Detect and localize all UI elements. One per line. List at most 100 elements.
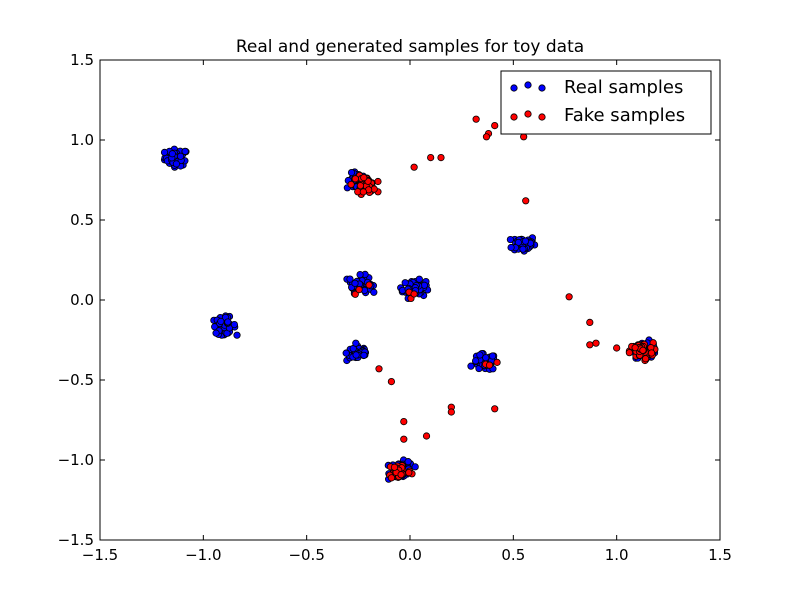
fake-sample-point bbox=[351, 175, 359, 183]
real-sample-point bbox=[404, 458, 412, 466]
y-tick-label: −1.0 bbox=[58, 451, 94, 469]
fake-sample-point bbox=[482, 133, 491, 141]
real-sample-point bbox=[342, 349, 350, 357]
legend-marker-real bbox=[538, 84, 546, 92]
fake-sample-point bbox=[647, 349, 656, 357]
real-sample-point bbox=[172, 160, 180, 168]
fake-sample-point bbox=[410, 290, 418, 298]
fake-sample-point bbox=[586, 341, 594, 349]
real-sample-point bbox=[360, 351, 368, 359]
fake-sample-point bbox=[625, 349, 633, 357]
fake-sample-point bbox=[365, 281, 373, 289]
legend-frame bbox=[500, 70, 712, 135]
fake-sample-point bbox=[491, 405, 499, 413]
fake-sample-point bbox=[493, 358, 501, 366]
fake-sample-point bbox=[356, 182, 365, 190]
fake-sample-point bbox=[359, 188, 367, 196]
real-sample-point bbox=[401, 279, 409, 287]
x-tick-label: 1.5 bbox=[708, 546, 732, 564]
fake-sample-point bbox=[592, 339, 600, 347]
fake-sample-point bbox=[410, 163, 418, 171]
fake-sample-point bbox=[427, 154, 435, 162]
real-sample-point bbox=[370, 288, 378, 296]
fake-sample-point bbox=[374, 177, 382, 186]
real-sample-point bbox=[506, 235, 514, 244]
real-sample-point bbox=[415, 275, 423, 283]
points-layer bbox=[160, 115, 659, 483]
fake-sample-point bbox=[613, 344, 621, 352]
real-sample-point bbox=[352, 351, 360, 359]
fake-sample-point bbox=[397, 471, 405, 479]
chart-title: Real and generated samples for toy data bbox=[236, 37, 584, 57]
real-sample-point bbox=[521, 237, 530, 245]
plot-frame bbox=[99, 59, 721, 541]
x-tick-label: −1.5 bbox=[82, 546, 118, 564]
fake-sample-point bbox=[641, 355, 650, 363]
real-sample-point bbox=[181, 147, 189, 155]
fake-sample-point bbox=[639, 346, 647, 354]
fake-sample-point bbox=[360, 174, 368, 182]
fake-sample-point bbox=[387, 377, 395, 386]
fake-sample-point bbox=[491, 122, 499, 130]
legend-marker-fake bbox=[524, 110, 532, 118]
x-tick-label: 0.5 bbox=[501, 546, 525, 564]
fake-sample-point bbox=[400, 417, 408, 426]
fake-sample-point bbox=[631, 344, 639, 352]
fake-sample-point bbox=[586, 318, 594, 326]
fake-sample-point bbox=[422, 432, 431, 440]
legend: Real samples Fake samples bbox=[500, 70, 712, 135]
real-sample-point bbox=[224, 318, 232, 326]
real-sample-point bbox=[488, 352, 497, 360]
legend-marker-real bbox=[524, 81, 532, 89]
fake-sample-point bbox=[390, 463, 399, 471]
x-tick-label: 1.0 bbox=[605, 546, 629, 564]
real-sample-point bbox=[217, 317, 225, 325]
fake-sample-point bbox=[520, 133, 528, 141]
y-tick-label: 0.5 bbox=[70, 211, 94, 229]
real-sample-point bbox=[352, 339, 360, 347]
real-sample-point bbox=[346, 275, 354, 283]
legend-markers-real-samples bbox=[510, 81, 546, 92]
fake-sample-point bbox=[405, 469, 413, 477]
real-sample-point bbox=[168, 150, 176, 158]
fake-sample-point bbox=[447, 408, 455, 416]
fake-sample-point bbox=[437, 154, 445, 162]
real-sample-point bbox=[476, 351, 484, 359]
real-sample-point bbox=[467, 362, 475, 370]
ticks-layer: −1.5 −1.0 −0.5 0.0 0.5 1.0 1.5 1.5 1.0 0.5 0.0 −0.5… bbox=[58, 51, 732, 564]
y-tick-label: 0.0 bbox=[70, 291, 94, 309]
x-tick-label: −0.5 bbox=[288, 546, 324, 564]
fake-sample-point bbox=[485, 361, 494, 369]
real-sample-point bbox=[482, 354, 490, 362]
real-sample-point bbox=[233, 331, 241, 339]
real-sample-point bbox=[230, 320, 238, 329]
x-tick-label: 0.0 bbox=[398, 546, 422, 564]
real-sample-point bbox=[507, 243, 515, 252]
fake-sample-point bbox=[565, 293, 573, 301]
real-sample-point bbox=[351, 279, 359, 287]
y-tick-label: 1.5 bbox=[70, 51, 94, 69]
legend-label-fake-samples: Fake samples bbox=[564, 105, 685, 126]
real-sample-point bbox=[212, 329, 220, 337]
legend-label-real-samples: Real samples bbox=[564, 77, 683, 98]
y-tick-label: 1.0 bbox=[70, 131, 94, 149]
legend-markers-fake-samples bbox=[510, 110, 546, 121]
y-tick-label: −0.5 bbox=[58, 371, 94, 389]
real-sample-point bbox=[347, 168, 356, 177]
legend-marker-fake bbox=[538, 113, 546, 121]
fake-sample-point bbox=[472, 115, 480, 123]
x-tick-label: −1.0 bbox=[185, 546, 221, 564]
real-sample-point bbox=[519, 245, 527, 253]
real-sample-point bbox=[160, 148, 169, 156]
fake-sample-point bbox=[387, 474, 396, 482]
real-sample-point bbox=[472, 357, 480, 365]
real-sample-point bbox=[411, 463, 419, 471]
fake-sample-point bbox=[400, 435, 408, 443]
fake-sample-point bbox=[347, 180, 355, 189]
legend-marker-fake bbox=[510, 113, 518, 121]
y-tick-label: −1.5 bbox=[58, 531, 94, 549]
fake-sample-point bbox=[522, 197, 530, 205]
legend-marker-real bbox=[510, 84, 518, 92]
fake-sample-point bbox=[351, 290, 359, 298]
